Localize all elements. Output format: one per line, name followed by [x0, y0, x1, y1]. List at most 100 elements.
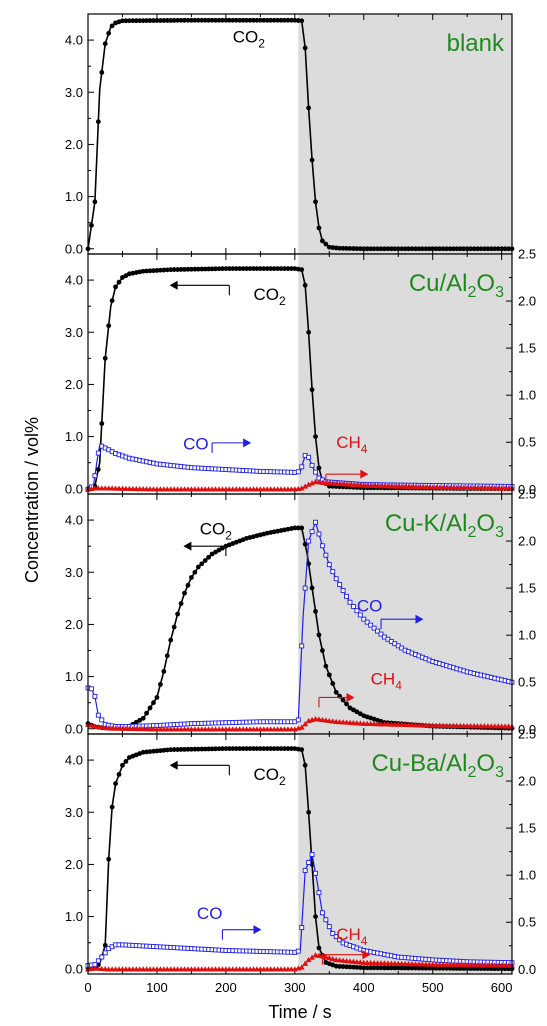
data-point [233, 746, 239, 752]
data-point [326, 562, 332, 568]
data-point [102, 355, 108, 361]
data-point [468, 246, 474, 252]
data-point [357, 965, 363, 970]
data-point [175, 611, 181, 617]
panel-label-tail: O [476, 270, 495, 297]
panel-3: 0.0 1.0 2.0 3.0 4.0 0.0 0.5 1.0 1.5 2.0 2.5 CO2 CO CH… [65, 487, 536, 737]
data-point [351, 964, 356, 970]
data-point [195, 17, 201, 23]
data-point [323, 241, 329, 247]
data-point [413, 965, 418, 971]
data-point [320, 648, 325, 653]
data-point [164, 747, 170, 753]
right-tick-label: 1.0 [518, 388, 536, 403]
data-point [230, 17, 236, 23]
data-point [305, 956, 312, 963]
right-tick-label: 2.5 [518, 247, 536, 262]
data-point [99, 717, 105, 723]
data-point [185, 582, 191, 588]
data-point [319, 910, 325, 916]
data-point [261, 746, 267, 752]
data-point [220, 17, 225, 23]
x-tick-label: 100 [146, 980, 168, 995]
right-tick-label: 0.0 [518, 722, 536, 737]
data-point [264, 266, 270, 272]
left-tick-label: 0.0 [65, 481, 83, 496]
data-point [199, 266, 205, 272]
data-point [285, 266, 291, 272]
data-point [213, 17, 218, 23]
annotation-subscript: 4 [361, 442, 368, 456]
data-point [302, 721, 309, 727]
data-point [178, 601, 184, 606]
series-ch4 [85, 478, 515, 492]
data-point [337, 245, 343, 251]
data-point [340, 964, 346, 969]
data-point [154, 748, 160, 754]
data-point [340, 697, 346, 703]
data-point [209, 746, 215, 752]
series-co [85, 852, 515, 968]
data-point [406, 965, 411, 971]
data-point [475, 246, 480, 252]
data-point [288, 746, 294, 752]
arrow-head [362, 950, 371, 960]
data-point [288, 266, 294, 272]
left-tick-label: 3.0 [65, 565, 83, 580]
data-point [271, 17, 277, 23]
data-point [382, 246, 387, 252]
data-point [251, 17, 256, 23]
panel-label: Cu-Ba/Al2O3 [371, 750, 504, 781]
data-point [168, 637, 174, 643]
data-point [92, 199, 98, 205]
data-point [426, 246, 432, 252]
plot-root: 0.01.02.03.04.0 CO2 blank0.01.02.03.04.00.… [65, 13, 536, 995]
data-point [337, 937, 343, 943]
data-point [199, 746, 205, 752]
data-point [88, 722, 95, 728]
data-point [171, 17, 177, 23]
data-point [368, 965, 374, 971]
data-point [406, 246, 411, 252]
data-point [375, 246, 380, 252]
panel-label-subscript: 2 [468, 764, 477, 781]
data-point [333, 963, 339, 969]
data-point [226, 266, 232, 272]
annotation-co: CO [183, 435, 209, 454]
data-point [419, 965, 425, 971]
data-point [299, 525, 305, 531]
data-point [171, 747, 177, 752]
data-point [168, 747, 174, 753]
data-point [154, 18, 160, 23]
data-point [268, 17, 274, 23]
data-point [333, 689, 339, 695]
data-point [454, 965, 460, 971]
data-point [171, 267, 177, 272]
data-point [247, 746, 253, 752]
data-point [416, 965, 422, 971]
data-point [450, 246, 456, 252]
data-point [309, 387, 315, 393]
data-point [295, 525, 301, 531]
data-point [323, 917, 329, 923]
data-point [368, 622, 374, 628]
data-point [202, 17, 208, 23]
data-point [237, 746, 243, 752]
data-point [213, 746, 218, 752]
data-point [147, 18, 153, 23]
data-point [226, 746, 232, 752]
data-point [313, 434, 318, 440]
data-point [209, 266, 215, 272]
data-point [133, 18, 139, 24]
data-point [416, 246, 422, 252]
data-point [298, 724, 305, 730]
data-point [202, 266, 208, 272]
data-point [161, 267, 167, 273]
data-point [216, 17, 222, 23]
data-point [95, 467, 101, 472]
data-point [282, 266, 287, 272]
left-tick-label: 2.0 [65, 377, 83, 392]
data-point [154, 268, 160, 273]
data-point [157, 18, 163, 23]
data-point [444, 246, 449, 252]
